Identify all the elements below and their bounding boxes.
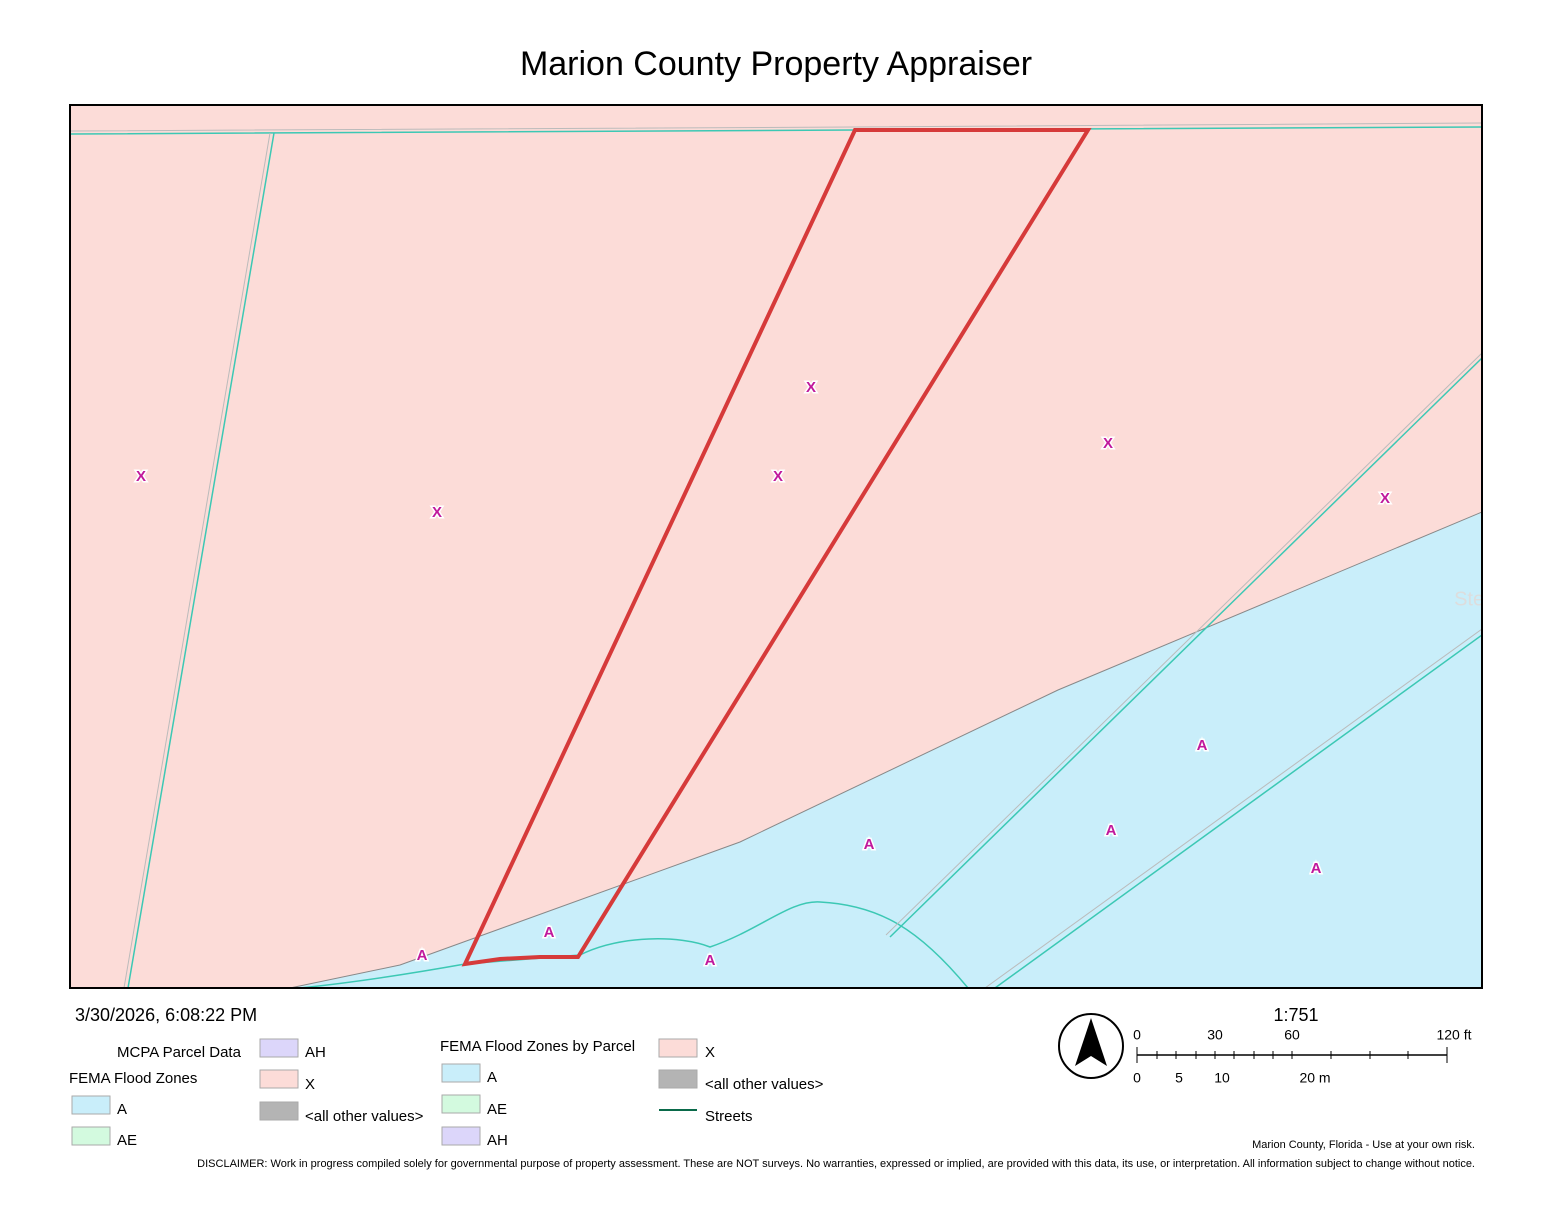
- timestamp: 3/30/2026, 6:08:22 PM: [75, 1005, 257, 1025]
- zone-label: A: [1197, 737, 1208, 754]
- legend-label: AH: [487, 1132, 508, 1149]
- zone-label: A: [864, 836, 875, 853]
- zone-a: [289, 511, 1482, 988]
- scale-ratio: 1:751: [1273, 1005, 1318, 1025]
- legend-label: X: [705, 1044, 715, 1061]
- watermark: StellarMLS: [1454, 588, 1552, 610]
- legend: MCPA Parcel Data FEMA Flood Zones A AE A…: [69, 1038, 824, 1149]
- zone-label: X: [806, 379, 816, 396]
- zone-label: X: [773, 468, 783, 485]
- legend-label: A: [487, 1069, 497, 1086]
- legend-label: X: [305, 1076, 315, 1093]
- swatch: [259, 1101, 299, 1121]
- swatch: [259, 1069, 299, 1089]
- zone-label: A: [544, 924, 555, 941]
- credits: Marion County, Florida - Use at your own…: [1252, 1139, 1475, 1151]
- zone-label: A: [1311, 860, 1322, 877]
- disclaimer: DISCLAIMER: Work in progress compiled so…: [197, 1158, 1475, 1170]
- zone-label: X: [1103, 435, 1113, 452]
- swatch: [71, 1095, 111, 1115]
- scale-bar: 1:751 0 30 60 120 ft 0 5 10 20 m: [1133, 1005, 1472, 1086]
- legend-label: <all other values>: [305, 1108, 424, 1125]
- title: Marion County Property Appraiser: [520, 45, 1032, 83]
- scale-label: 60: [1284, 1027, 1300, 1043]
- swatch: [658, 1038, 698, 1058]
- swatch: [259, 1038, 299, 1058]
- swatch: [441, 1126, 481, 1146]
- north-arrow: [1058, 1013, 1124, 1079]
- scale-label: 120 ft: [1436, 1027, 1471, 1043]
- swatch: [658, 1069, 698, 1089]
- scale-label: 10: [1214, 1070, 1230, 1086]
- subject-parcel: [461, 128, 1092, 967]
- map: X X X X X X A A A A A A A StellarMLS: [69, 104, 1552, 989]
- legend-title: FEMA Flood Zones by Parcel: [440, 1038, 635, 1055]
- legend-label: AE: [117, 1132, 137, 1149]
- legend-label: Streets: [705, 1108, 753, 1125]
- parcel-outlines: [70, 122, 1482, 988]
- zone-label: X: [1380, 490, 1390, 507]
- legend-label: A: [117, 1101, 127, 1118]
- legend-label: <all other values>: [705, 1076, 824, 1093]
- scale-label: 5: [1175, 1070, 1183, 1086]
- legend-label: AH: [305, 1044, 326, 1061]
- legend-title: FEMA Flood Zones: [69, 1070, 197, 1087]
- scale-label: 30: [1207, 1027, 1223, 1043]
- swatch: [441, 1063, 481, 1083]
- zone-label: A: [705, 952, 716, 969]
- scale-label: 0: [1133, 1070, 1141, 1086]
- scale-label: 20 m: [1299, 1070, 1330, 1086]
- legend-title: MCPA Parcel Data: [117, 1044, 242, 1061]
- legend-label: AE: [487, 1101, 507, 1118]
- map-frame: [69, 104, 1483, 989]
- zone-label: X: [136, 468, 146, 485]
- scale-label: 0: [1133, 1027, 1141, 1043]
- swatch: [441, 1094, 481, 1114]
- zone-label: X: [432, 504, 442, 521]
- zone-label: A: [417, 947, 428, 964]
- zone-label: A: [1106, 822, 1117, 839]
- swatch: [71, 1126, 111, 1146]
